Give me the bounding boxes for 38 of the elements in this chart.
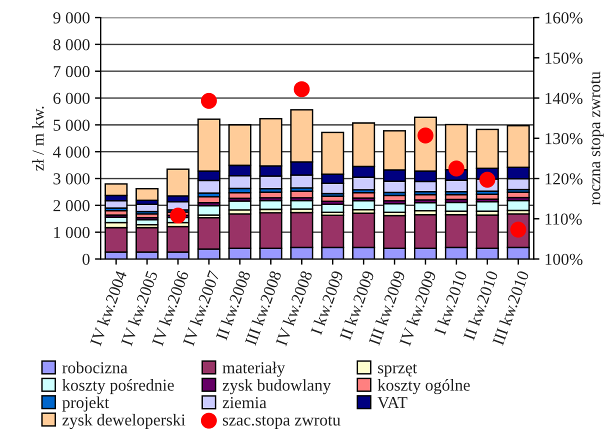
bar [136,188,159,201]
y-tick-label: 4 000 [53,146,90,158]
y2-tick-label: 140% [546,92,582,104]
point [294,81,310,98]
y-tick-label: 5 000 [54,120,90,131]
point [417,127,434,144]
y2-tick-label: 110% [546,213,582,225]
y2-axis-title: roczna stopa zwrotu [590,71,604,206]
point [448,160,464,176]
legend-label: zysk budowlany [222,379,331,394]
legend-label: VAT [378,397,408,408]
y-tick-label: 2 000 [53,200,90,212]
y2-tick-label: 100% [546,254,582,266]
y-tick-label: 0 [82,254,90,265]
legend-label: koszty ogólne [378,379,470,394]
point [170,208,186,224]
y-tick-label: 1 000 [54,226,90,238]
y2-tick-label: 120% [546,173,582,185]
bar [290,200,314,210]
y-tick-label: 3 000 [54,173,90,184]
legend-label: materiały [222,362,286,377]
legend-label: koszty pośrednie [62,379,174,394]
y-tick-label: 6 000 [53,92,90,104]
y-tick-label: 9 000 [53,12,90,24]
point [200,92,217,109]
legend-label: robocizna [62,362,128,374]
y-axis-title: zł / m kw. [32,106,44,171]
y-tick-label: 7 000 [54,66,90,78]
y2-tick-label: 130% [546,132,582,144]
legend-label: zysk deweloperski [62,414,186,429]
legend-label: sprzęt [378,364,418,377]
legend-label: ziemia [222,397,266,408]
y2-tick-label: 160% [546,12,582,24]
legend-label: projekt [62,396,110,412]
y2-tick-label: 150% [546,52,582,64]
point [479,172,496,188]
y-tick-label: 8 000 [53,39,90,50]
legend-label: szac.stopa zwrotu [222,416,340,429]
